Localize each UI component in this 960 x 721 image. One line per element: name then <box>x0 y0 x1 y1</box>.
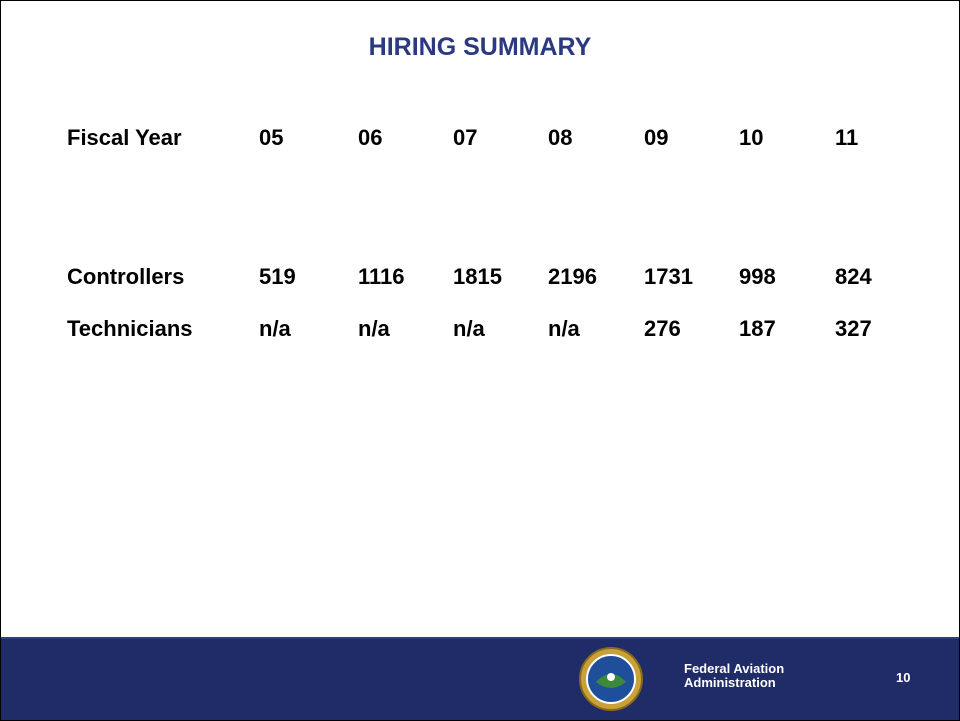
table-cell: 06 <box>358 125 383 150</box>
row-label: Controllers <box>67 264 185 289</box>
table-cell: 519 <box>259 264 296 289</box>
org-line: Federal Aviation <box>684 661 785 676</box>
row-label: Fiscal Year <box>67 125 182 150</box>
org-line: Administration <box>684 675 776 690</box>
slide-title: HIRING SUMMARY <box>368 33 592 61</box>
table-cell: 11 <box>835 125 859 150</box>
table-cell: n/a <box>453 316 485 341</box>
table-cell: 1116 <box>358 264 405 289</box>
table-cell: n/a <box>358 316 390 341</box>
table-cell: 1815 <box>453 264 502 289</box>
faa-logo <box>579 647 643 711</box>
table-cell: 327 <box>835 316 872 341</box>
table-cell: 09 <box>644 125 669 150</box>
table-cell: 05 <box>259 125 284 150</box>
footer-bar: Federal Aviation Administration 10 <box>1 637 959 720</box>
table-cell: 08 <box>548 125 573 150</box>
table-cell: 1731 <box>644 264 693 289</box>
table-cell: 07 <box>453 125 478 150</box>
table-cell: 187 <box>739 316 776 341</box>
table-cell: 10 <box>739 125 764 150</box>
row-label: Technicians <box>67 316 193 341</box>
page-number: 10 <box>896 670 911 685</box>
table-cell: 998 <box>739 264 776 289</box>
table-cell: 276 <box>644 316 681 341</box>
table-cell: n/a <box>259 316 291 341</box>
table-cell: n/a <box>548 316 580 341</box>
table-cell: 824 <box>835 264 872 289</box>
table-cell: 2196 <box>548 264 597 289</box>
